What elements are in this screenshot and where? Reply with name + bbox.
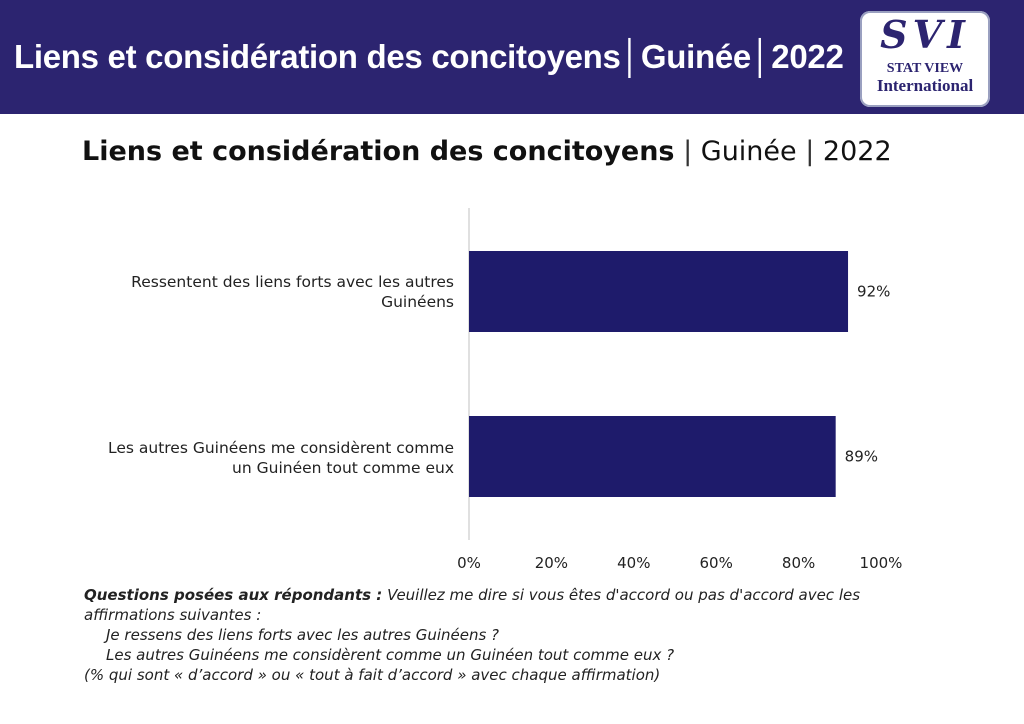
bar-1 — [469, 251, 849, 332]
header-banner: Liens et considération des concitoyens│G… — [0, 0, 1024, 114]
survey-question-note: Questions posées aux répondants : Veuill… — [84, 585, 944, 685]
logo-line-1: STAT VIEW — [886, 61, 964, 76]
bar-2 — [469, 416, 836, 497]
logo-line-2: International — [876, 76, 974, 95]
chart-title-year: 2022 — [822, 136, 892, 167]
question-item-1: Je ressens des liens forts avec les autr… — [106, 626, 500, 644]
question-text: Veuillez me dire si vous êtes d'accord o… — [84, 586, 861, 624]
category-label-1-line-2: Guinéens — [381, 293, 454, 311]
chart-title-country: Guinée — [700, 136, 797, 167]
chart-title: Liens et considération des concitoyens |… — [82, 136, 892, 167]
x-tick-label-2: 20% — [535, 554, 568, 572]
x-tick-label-6: 100% — [860, 554, 903, 572]
category-label-2-line-1: Les autres Guinéens me considèrent comme — [107, 439, 454, 457]
data-label-1: 92% — [857, 283, 890, 301]
x-tick-label-1: 0% — [457, 554, 481, 572]
data-label-2: 89% — [845, 448, 878, 466]
svi-logo: SVI STAT VIEW International — [860, 11, 990, 107]
question-lead: Questions posées aux répondants : — [84, 586, 383, 604]
x-tick-label-4: 60% — [700, 554, 733, 572]
x-tick-label-5: 80% — [782, 554, 815, 572]
logo-mark: SVI — [880, 12, 970, 57]
category-label-1-line-1: Ressentent des liens forts avec les autr… — [131, 273, 454, 291]
chart-title-separator-2: | — [796, 136, 823, 167]
x-tick-label-3: 40% — [617, 554, 650, 572]
chart-title-main: Liens et considération des concitoyens — [82, 136, 675, 167]
banner-title: Liens et considération des concitoyens│G… — [14, 38, 844, 75]
chart-title-separator-1: | — [674, 136, 701, 167]
question-item-2: Les autres Guinéens me considèrent comme… — [106, 646, 675, 664]
question-paragraph: Questions posées aux répondants : Veuill… — [84, 585, 944, 625]
question-scope-note: (% qui sont « d’accord » ou « tout à fai… — [84, 666, 661, 684]
category-label-1: Ressentent des liens forts avec les autr… — [74, 272, 454, 312]
category-label-2-line-2: un Guinéen tout comme eux — [232, 459, 454, 477]
category-label-2: Les autres Guinéens me considèrent comme… — [74, 438, 454, 478]
